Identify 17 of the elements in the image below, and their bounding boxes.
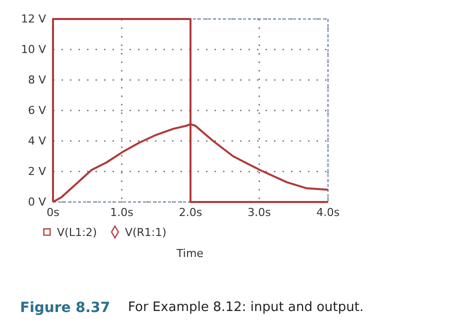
y-tick-label: 6 V xyxy=(28,104,46,118)
y-tick-label: 10 V xyxy=(20,43,46,56)
x-axis-title: Time xyxy=(176,247,204,260)
y-tick-label: 0 V xyxy=(28,196,46,209)
y-tick-label: 4 V xyxy=(28,134,46,148)
y-tick-label: 8 V xyxy=(28,74,46,87)
text: For Example 8.12: input and output. xyxy=(128,300,364,315)
x-tick-label: 0s xyxy=(46,206,60,219)
caption: Figure 8.37 xyxy=(20,300,110,316)
legend-label: V(R1:1) xyxy=(124,226,166,239)
y-tick-label: 2 V xyxy=(28,165,46,178)
x-tick-label: 1.0s xyxy=(110,206,134,219)
x-tick-label: 2.0s xyxy=(178,206,202,219)
legend-label: V(L1:2) xyxy=(57,226,97,239)
y-tick-label: 12 V xyxy=(20,12,46,26)
x-tick-label: 4.0s xyxy=(316,206,340,219)
x-tick-label: 3.0s xyxy=(248,206,272,219)
